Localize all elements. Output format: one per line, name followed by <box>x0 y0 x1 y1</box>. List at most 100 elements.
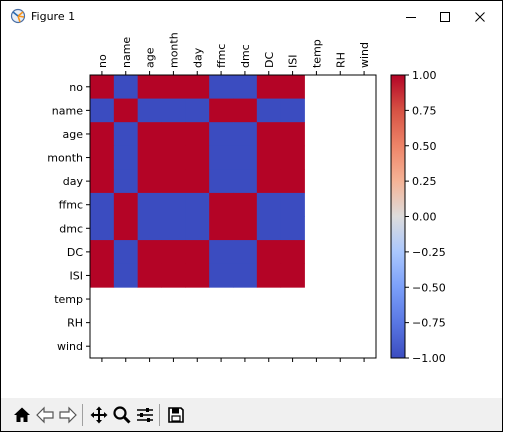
heatmap-cell <box>185 240 210 265</box>
background-strip <box>503 0 513 437</box>
heatmap-cell <box>113 122 139 147</box>
toolbar-separator <box>159 404 160 426</box>
x-tick-label: DC <box>263 52 276 68</box>
heatmap-cell <box>256 145 282 170</box>
heatmap-cell <box>90 263 115 288</box>
heatmap-cell <box>233 98 258 123</box>
y-tick-label: name <box>52 104 83 117</box>
x-tick-label: no <box>96 54 109 68</box>
colorbar-tick-label: 0.75 <box>412 104 437 117</box>
heatmap-cell <box>113 98 139 123</box>
heatmap-cell <box>137 240 162 265</box>
zoom-button[interactable] <box>111 404 133 426</box>
heatmap-cell <box>256 263 282 288</box>
figure-window: Figure 1 <box>0 0 503 432</box>
heatmap-cell <box>113 263 139 288</box>
save-button[interactable] <box>165 404 187 426</box>
heatmap-cell <box>137 122 162 147</box>
heatmap-cells <box>90 75 305 288</box>
heatmap-cell <box>280 216 305 241</box>
heatmap-cell <box>161 75 186 99</box>
heatmap-cell <box>137 169 162 194</box>
back-arrow-icon <box>36 406 54 424</box>
heatmap-cell <box>113 169 139 194</box>
app-logo-icon <box>10 8 26 24</box>
y-tick-label: ffmc <box>59 199 83 212</box>
heatmap-cell <box>256 169 282 194</box>
y-tick-label: no <box>69 81 83 94</box>
heatmap-cell <box>90 169 115 194</box>
heatmap-cell <box>137 145 162 170</box>
axes-frame <box>89 74 377 359</box>
close-button[interactable] <box>462 3 498 31</box>
zoom-icon <box>113 406 131 424</box>
x-tick-label: day <box>191 47 204 68</box>
heatmap-cell <box>90 145 115 170</box>
x-tick-label: temp <box>310 39 323 68</box>
heatmap-cell <box>256 192 282 217</box>
home-button[interactable] <box>11 404 33 426</box>
heatmap-cell <box>137 216 162 241</box>
heatmap-cell <box>233 145 258 170</box>
forward-button[interactable] <box>57 404 79 426</box>
configure-subplots-icon <box>137 408 153 422</box>
heatmap-cell <box>209 240 234 265</box>
heatmap-cell <box>185 122 210 147</box>
pan-button[interactable] <box>88 404 110 426</box>
pan-icon <box>90 406 108 424</box>
x-tick-label: age <box>144 47 157 68</box>
colorbar-tick-label: 0.00 <box>412 211 437 224</box>
configure-subplots-button[interactable] <box>134 404 156 426</box>
maximize-button[interactable] <box>427 3 463 31</box>
y-tick-label: wind <box>57 340 83 353</box>
heatmap-cell <box>280 192 305 217</box>
heatmap-cell <box>185 75 210 99</box>
x-tick-label: dmc <box>239 44 252 68</box>
heatmap-cell <box>280 145 305 170</box>
heatmap-cell <box>209 75 234 99</box>
heatmap-cell <box>209 145 234 170</box>
heatmap-cell <box>280 169 305 194</box>
heatmap-cell <box>280 98 305 123</box>
heatmap-cell <box>137 75 162 99</box>
heatmap-cell <box>185 98 210 123</box>
heatmap-cell <box>90 192 115 217</box>
x-ticks: no name age month day ffmc dmc DC ISI temp RH wind <box>96 32 371 362</box>
y-tick-label: RH <box>67 317 83 330</box>
heatmap-cell <box>233 240 258 265</box>
heatmap-cell <box>256 240 282 265</box>
heatmap-cell <box>90 98 115 123</box>
minimize-icon <box>406 17 416 18</box>
colorbar-tick-label: −0.50 <box>412 281 446 294</box>
heatmap-cell <box>90 122 115 147</box>
home-icon <box>14 407 30 422</box>
heatmap-cell <box>161 192 186 217</box>
heatmap-cell <box>233 192 258 217</box>
y-tick-label: temp <box>54 293 83 306</box>
colorbar-tick-label: −0.75 <box>412 317 446 330</box>
minimize-button[interactable] <box>393 3 429 31</box>
forward-arrow-icon <box>59 406 77 424</box>
heatmap-cell <box>256 75 282 99</box>
heatmap-cell <box>113 145 139 170</box>
y-tick-label: ISI <box>70 269 83 282</box>
heatmap-cell <box>161 145 186 170</box>
colorbar-tick-label: 0.25 <box>412 175 437 188</box>
back-button[interactable] <box>34 404 56 426</box>
toolbar-separator <box>82 404 83 426</box>
heatmap-cell <box>233 75 258 99</box>
heatmap-cell <box>90 240 115 265</box>
heatmap-cell <box>113 192 139 217</box>
y-tick-label: month <box>47 152 83 165</box>
x-tick-label: name <box>120 37 133 68</box>
y-ticks: no name age month day ffmc dmc DC ISI temp RH wind <box>47 81 90 353</box>
heatmap-cell <box>137 192 162 217</box>
heatmap-cell <box>209 122 234 147</box>
heatmap-cell <box>137 98 162 123</box>
heatmap-cell <box>161 169 186 194</box>
x-tick-label: RH <box>334 52 347 68</box>
heatmap-cell <box>209 192 234 217</box>
colorbar-tick-label: −0.25 <box>412 246 446 259</box>
y-tick-label: age <box>63 128 84 141</box>
colorbar-tick-label: −1.00 <box>412 352 446 365</box>
